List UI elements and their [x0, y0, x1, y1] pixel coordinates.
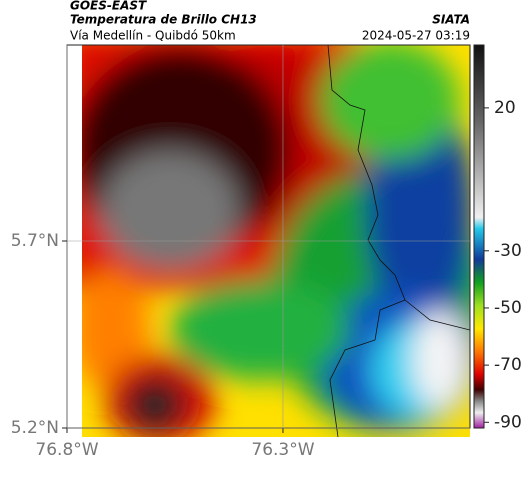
- satellite-image: [82, 45, 470, 437]
- y-tick-label: 5.7°N: [11, 231, 59, 251]
- title: Temperatura de Brillo CH13: [70, 13, 257, 27]
- header: GOES-EAST Temperatura de Brillo CH13 Vía…: [70, 0, 470, 43]
- x-tick-label: 76.3°W: [251, 440, 314, 460]
- colorbar-tick-label: -70: [494, 355, 522, 375]
- colorbar-tick-label: -90: [494, 412, 522, 432]
- colorbar-tick-label: -50: [494, 298, 522, 318]
- colorbar: [473, 44, 485, 429]
- datetime: 2024-05-27 03:19: [362, 29, 470, 43]
- colorbar-tick-label: 20: [494, 98, 516, 118]
- colorbar-tick-label: -30: [494, 241, 522, 261]
- satellite: GOES-EAST: [70, 0, 147, 13]
- source: SIATA: [432, 13, 470, 27]
- subtitle: Vía Medellín - Quibdó 50km: [70, 29, 236, 43]
- x-tick-label: 76.8°W: [35, 440, 98, 460]
- y-tick-label: 5.2°N: [11, 418, 59, 438]
